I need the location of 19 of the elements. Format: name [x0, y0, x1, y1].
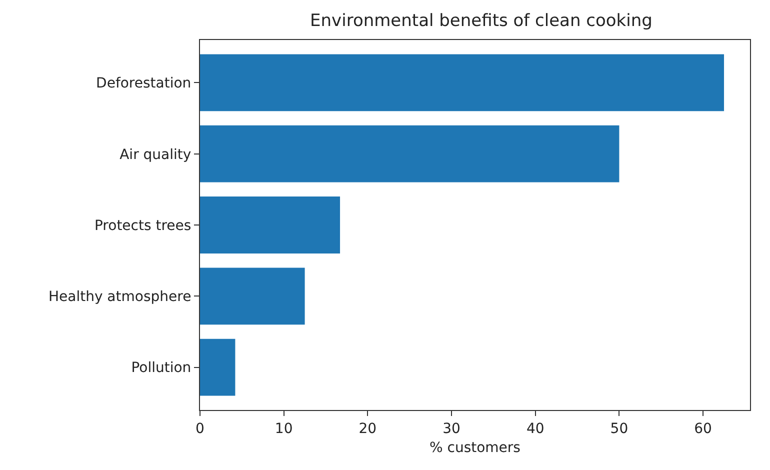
- x-axis-title: % customers: [430, 440, 520, 456]
- x-tick-label: 10: [274, 420, 293, 437]
- x-tick-label: 0: [196, 420, 204, 437]
- x-tick-label: 50: [610, 420, 628, 437]
- y-tick-label: Protects trees: [94, 218, 192, 234]
- bar: [200, 338, 236, 396]
- x-tick-label: 40: [526, 420, 544, 437]
- bar: [200, 196, 340, 254]
- y-tick-label: Air quality: [120, 146, 192, 163]
- y-tick-label: Healthy atmosphere: [48, 289, 192, 306]
- x-tick-label: 20: [358, 420, 377, 437]
- bar: [200, 125, 620, 182]
- y-tick-label: Pollution: [131, 360, 192, 376]
- bar: [200, 268, 305, 325]
- y-tick-label: Deforestation: [96, 76, 192, 92]
- bar: [200, 54, 724, 112]
- x-tick-label: 30: [442, 420, 460, 437]
- chart-title: Environmental benefits of clean cooking: [310, 11, 652, 31]
- x-tick-label: 60: [694, 420, 712, 437]
